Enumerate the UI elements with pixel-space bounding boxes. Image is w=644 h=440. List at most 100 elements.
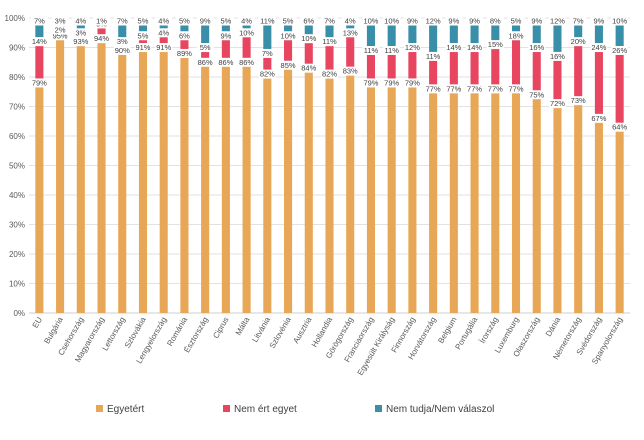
bar-segment [408,44,417,80]
bar-segment [532,18,541,45]
data-label-bg [528,16,546,26]
bar-segment [449,18,458,45]
data-label: 5% [200,43,211,52]
bar-segment [118,47,127,313]
data-label: 20% [571,37,586,46]
data-label: 11% [384,46,399,55]
data-label: 86% [239,58,254,67]
data-label: 10% [239,28,254,37]
data-label: 5% [179,17,190,26]
data-label-bg [72,37,90,47]
y-tick-label: 0% [13,309,25,318]
data-label-bg [466,43,484,53]
data-label-bg [590,43,608,53]
bar-segment [201,59,210,313]
data-label-bg [279,60,297,70]
data-label-bg [445,16,463,26]
y-tick-label: 30% [9,221,25,230]
data-label-bg [155,16,173,26]
data-label-bg [548,16,566,26]
data-label-bg [341,28,359,38]
data-label: 10% [612,17,627,26]
data-label-bg [486,16,504,26]
data-label-bg [72,16,90,26]
bar-segment [366,47,375,80]
data-label-bg [403,16,421,26]
data-label-bg [155,28,173,38]
data-label-bg [175,48,193,58]
data-labels: 79%14%7%95%2%3%93%3%4%94%5%1%90%3%7%91%5… [30,16,629,132]
bar-segment [408,79,417,313]
data-label-bg [321,16,338,26]
data-label-bg [569,37,587,47]
bar-segment [429,53,438,86]
data-label-bg [486,40,504,50]
data-label-bg [424,16,442,26]
bar-segment [180,50,189,313]
data-label-bg [569,16,587,26]
bar-segment [263,71,272,313]
data-label: 83% [343,67,358,76]
bar-segment [470,85,479,313]
data-label: 77% [509,84,524,93]
data-label-bg [258,69,276,79]
data-label: 9% [448,17,459,26]
data-label: 95% [53,31,68,40]
bar-segment [594,44,603,116]
bar-segment [449,44,458,86]
data-label: 11% [364,46,379,55]
legend: Egyetért Nem ért egyet Nem tudja/Nem válas… [96,404,494,415]
bar-segment [574,97,583,314]
data-label: 77% [467,84,482,93]
data-label: 64% [612,123,627,132]
legend-label: Egyetért [107,404,144,415]
data-label: 10% [384,17,399,26]
data-label: 18% [509,31,524,40]
data-label: 5% [511,17,522,26]
data-label: 7% [573,17,584,26]
data-label-bg [611,16,629,26]
y-tick-label: 20% [9,250,25,259]
data-label-bg [238,28,256,38]
data-label: 11% [322,37,337,46]
data-label: 15% [488,40,503,49]
y-tick-label: 80% [9,73,25,82]
data-label: 14% [32,37,47,46]
data-label: 3% [55,17,66,26]
data-label-bg [113,46,131,55]
bar-segment [470,44,479,86]
data-label: 4% [345,17,356,26]
bar-segment [325,38,334,72]
bar-segment [263,50,272,72]
data-label: 3% [75,28,86,37]
y-axis-ticks: 0% 10% 20% 30% 40% 50% 60% 70% 80% 90% 100% [5,14,25,318]
bars [35,18,624,314]
data-label: 16% [550,52,565,61]
data-label-bg [466,84,484,94]
data-label: 84% [301,64,316,73]
bar-segment [138,44,148,314]
data-label: 9% [531,17,542,26]
data-label-bg [383,46,401,55]
data-label: 75% [529,90,544,99]
data-label: 7% [262,49,273,58]
data-label-bg [134,31,152,41]
data-label: 86% [218,58,233,67]
data-label-bg [51,16,69,26]
data-label: 10% [281,31,296,40]
data-label-bg [528,43,546,53]
data-label: 24% [591,43,606,52]
bar-segment [511,32,521,86]
data-label: 82% [322,70,337,79]
data-label: 72% [550,99,565,108]
data-label: 79% [363,78,378,87]
data-label: 89% [177,49,192,58]
bar-segment [304,65,313,313]
data-label: 7% [324,17,335,26]
bar-segment [159,44,168,314]
data-label-bg [300,34,318,44]
bar-segment [553,100,562,313]
y-tick-label: 10% [9,280,25,289]
data-label: 5% [138,17,149,26]
